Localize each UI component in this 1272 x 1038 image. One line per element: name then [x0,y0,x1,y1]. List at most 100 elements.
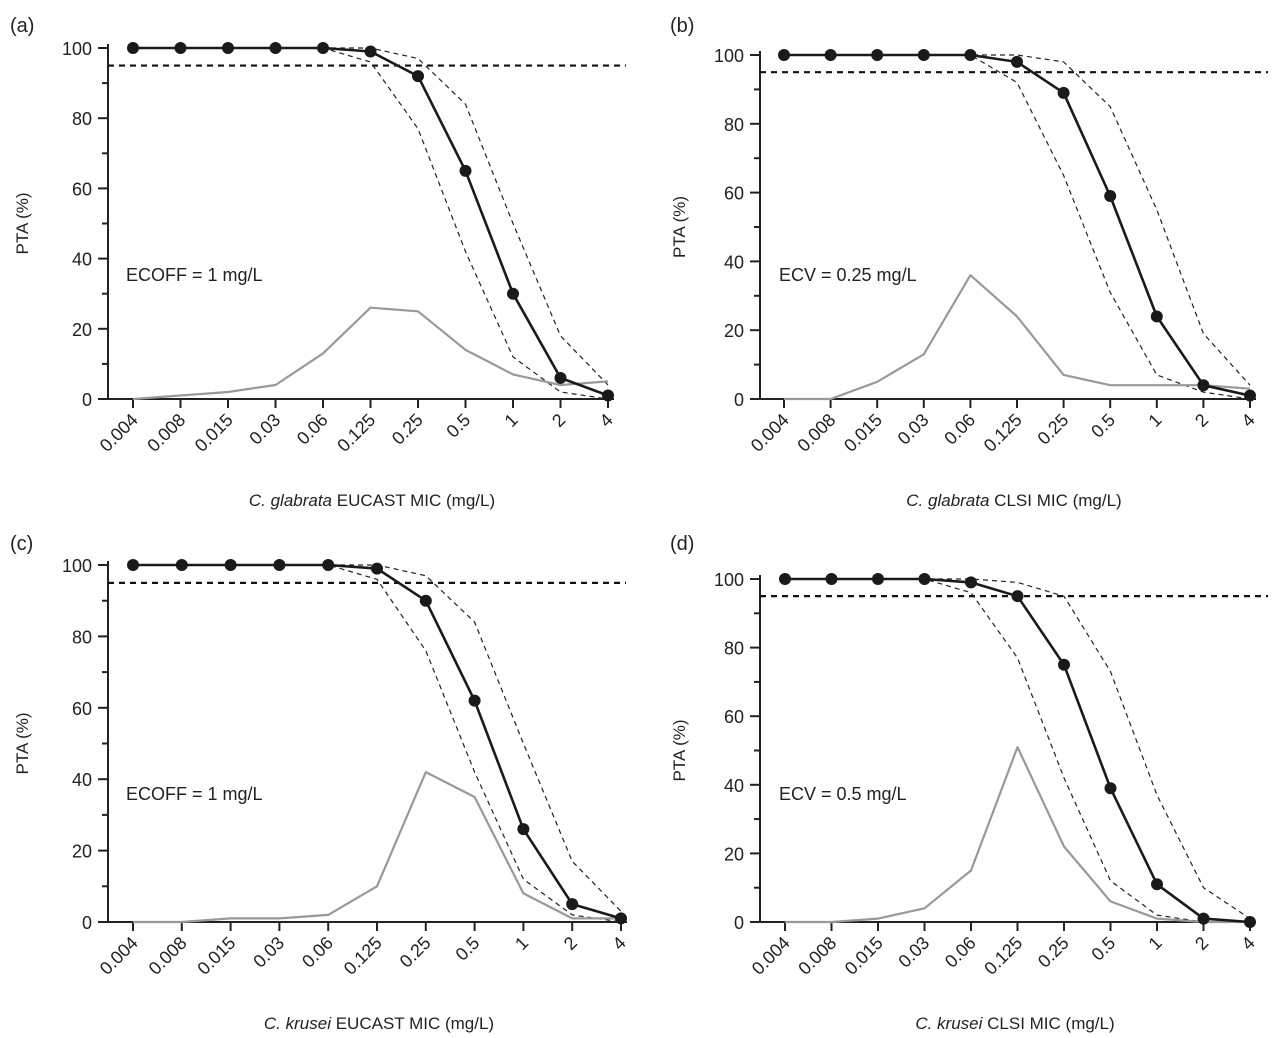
y-tick-label: 0 [82,390,92,410]
data-point [222,42,234,54]
x-tick-label: 0.125 [980,410,1026,456]
data-point [1244,389,1256,402]
x-tick-label: 0.25 [1034,933,1073,972]
x-tick-label: 0.008 [145,933,191,979]
panel-label: (a) [10,15,34,37]
x-tick-label: 0.5 [1087,410,1119,442]
data-point [615,912,627,925]
y-tick-label: 0 [82,913,92,933]
y-axis-label: PTA (%) [670,196,689,258]
data-point [371,562,383,575]
y-tick-label: 100 [714,46,744,66]
y-axis-label: PTA (%) [670,719,689,781]
series-pta-median [784,53,1251,397]
data-point [1104,782,1117,795]
y-tick-label: 80 [724,115,744,135]
y-tick-label: 0 [734,390,744,410]
y-tick-label: 40 [72,770,92,790]
x-axis-label-unit: EUCAST MIC (mg/L) [332,491,495,510]
data-point [965,576,977,589]
ecoff-annotation: ECV = 0.5 mg/L [779,784,907,804]
y-tick-label: 80 [724,639,744,659]
data-point [918,573,931,585]
series-lower-bound [133,47,609,400]
x-tick-label: 0.25 [396,933,435,972]
data-point [964,49,977,61]
x-tick-label: 4 [1238,933,1259,954]
x-tick-label: 0.015 [841,933,887,979]
x-tick-label: 0.004 [96,410,142,456]
x-tick-label: 0.015 [191,410,237,456]
data-point [872,573,884,585]
x-tick-label: 1 [1145,933,1166,954]
x-tick-label: 2 [560,933,581,954]
x-tick-label: 0.03 [894,933,933,972]
x-tick-label: 0.015 [193,933,239,979]
series-mic-distribution [132,306,609,401]
x-tick-label: 0.03 [249,933,288,972]
x-tick-label: 0.03 [894,410,933,449]
data-point [273,559,286,571]
x-tick-label: 0.004 [747,410,793,456]
y-tick-label: 0 [734,913,744,933]
x-tick-label: 0.06 [941,933,980,972]
x-tick-label: 4 [609,933,630,954]
y-tick-label: 40 [724,252,744,272]
data-point [825,573,838,585]
data-point [602,389,614,402]
x-tick-label: 0.5 [442,410,474,442]
data-point [1244,916,1256,928]
series-lower-bound [784,54,1251,400]
data-point [224,559,237,571]
data-point [917,49,930,61]
y-tick-label: 100 [62,39,92,59]
data-point [517,823,530,836]
y-axis-label: PTA (%) [13,192,32,254]
y-tick-label: 60 [724,184,744,204]
series-mic-distribution [784,274,1251,401]
data-point [127,559,139,571]
data-point [1011,55,1023,68]
data-point [871,49,884,61]
data-point [364,45,377,58]
data-point [322,559,335,571]
y-tick-label: 100 [62,556,92,576]
series-upper-bound [133,564,622,912]
x-axis-label-unit: EUCAST MIC (mg/L) [331,1014,494,1033]
data-point [778,49,790,61]
y-tick-label: 40 [72,250,92,270]
data-point [1057,86,1070,99]
data-point [507,287,519,300]
data-point [566,898,579,911]
x-axis-label-species: C. krusei [915,1014,983,1033]
x-tick-label: 0.008 [794,933,840,979]
x-tick-label: 0.004 [748,933,794,979]
y-tick-label: 60 [72,699,92,719]
series-pta-median [133,563,622,920]
x-axis-label-species: C. glabrata [906,491,989,510]
data-point [554,371,567,384]
y-tick-label: 80 [72,109,92,129]
data-point [1150,310,1163,323]
x-tick-label: 0.06 [940,410,979,449]
data-point [1058,658,1070,671]
x-tick-label: 2 [548,410,569,431]
x-axis-label: C. krusei EUCAST MIC (mg/L) [264,1014,494,1033]
panel-label: (d) [670,533,694,555]
x-tick-label: 2 [1191,933,1212,954]
ecoff-annotation: ECOFF = 1 mg/L [126,265,263,285]
y-tick-label: 40 [724,776,744,796]
x-tick-label: 0.125 [340,933,386,979]
y-tick-label: 80 [72,627,92,647]
x-tick-label: 0.008 [143,410,189,456]
x-tick-label: 1 [1144,410,1165,431]
x-tick-label: 0.008 [793,410,839,456]
data-point [412,70,424,83]
x-tick-label: 0.015 [840,410,886,456]
x-tick-label: 0.125 [980,933,1026,979]
x-tick-label: 0.5 [452,933,484,965]
